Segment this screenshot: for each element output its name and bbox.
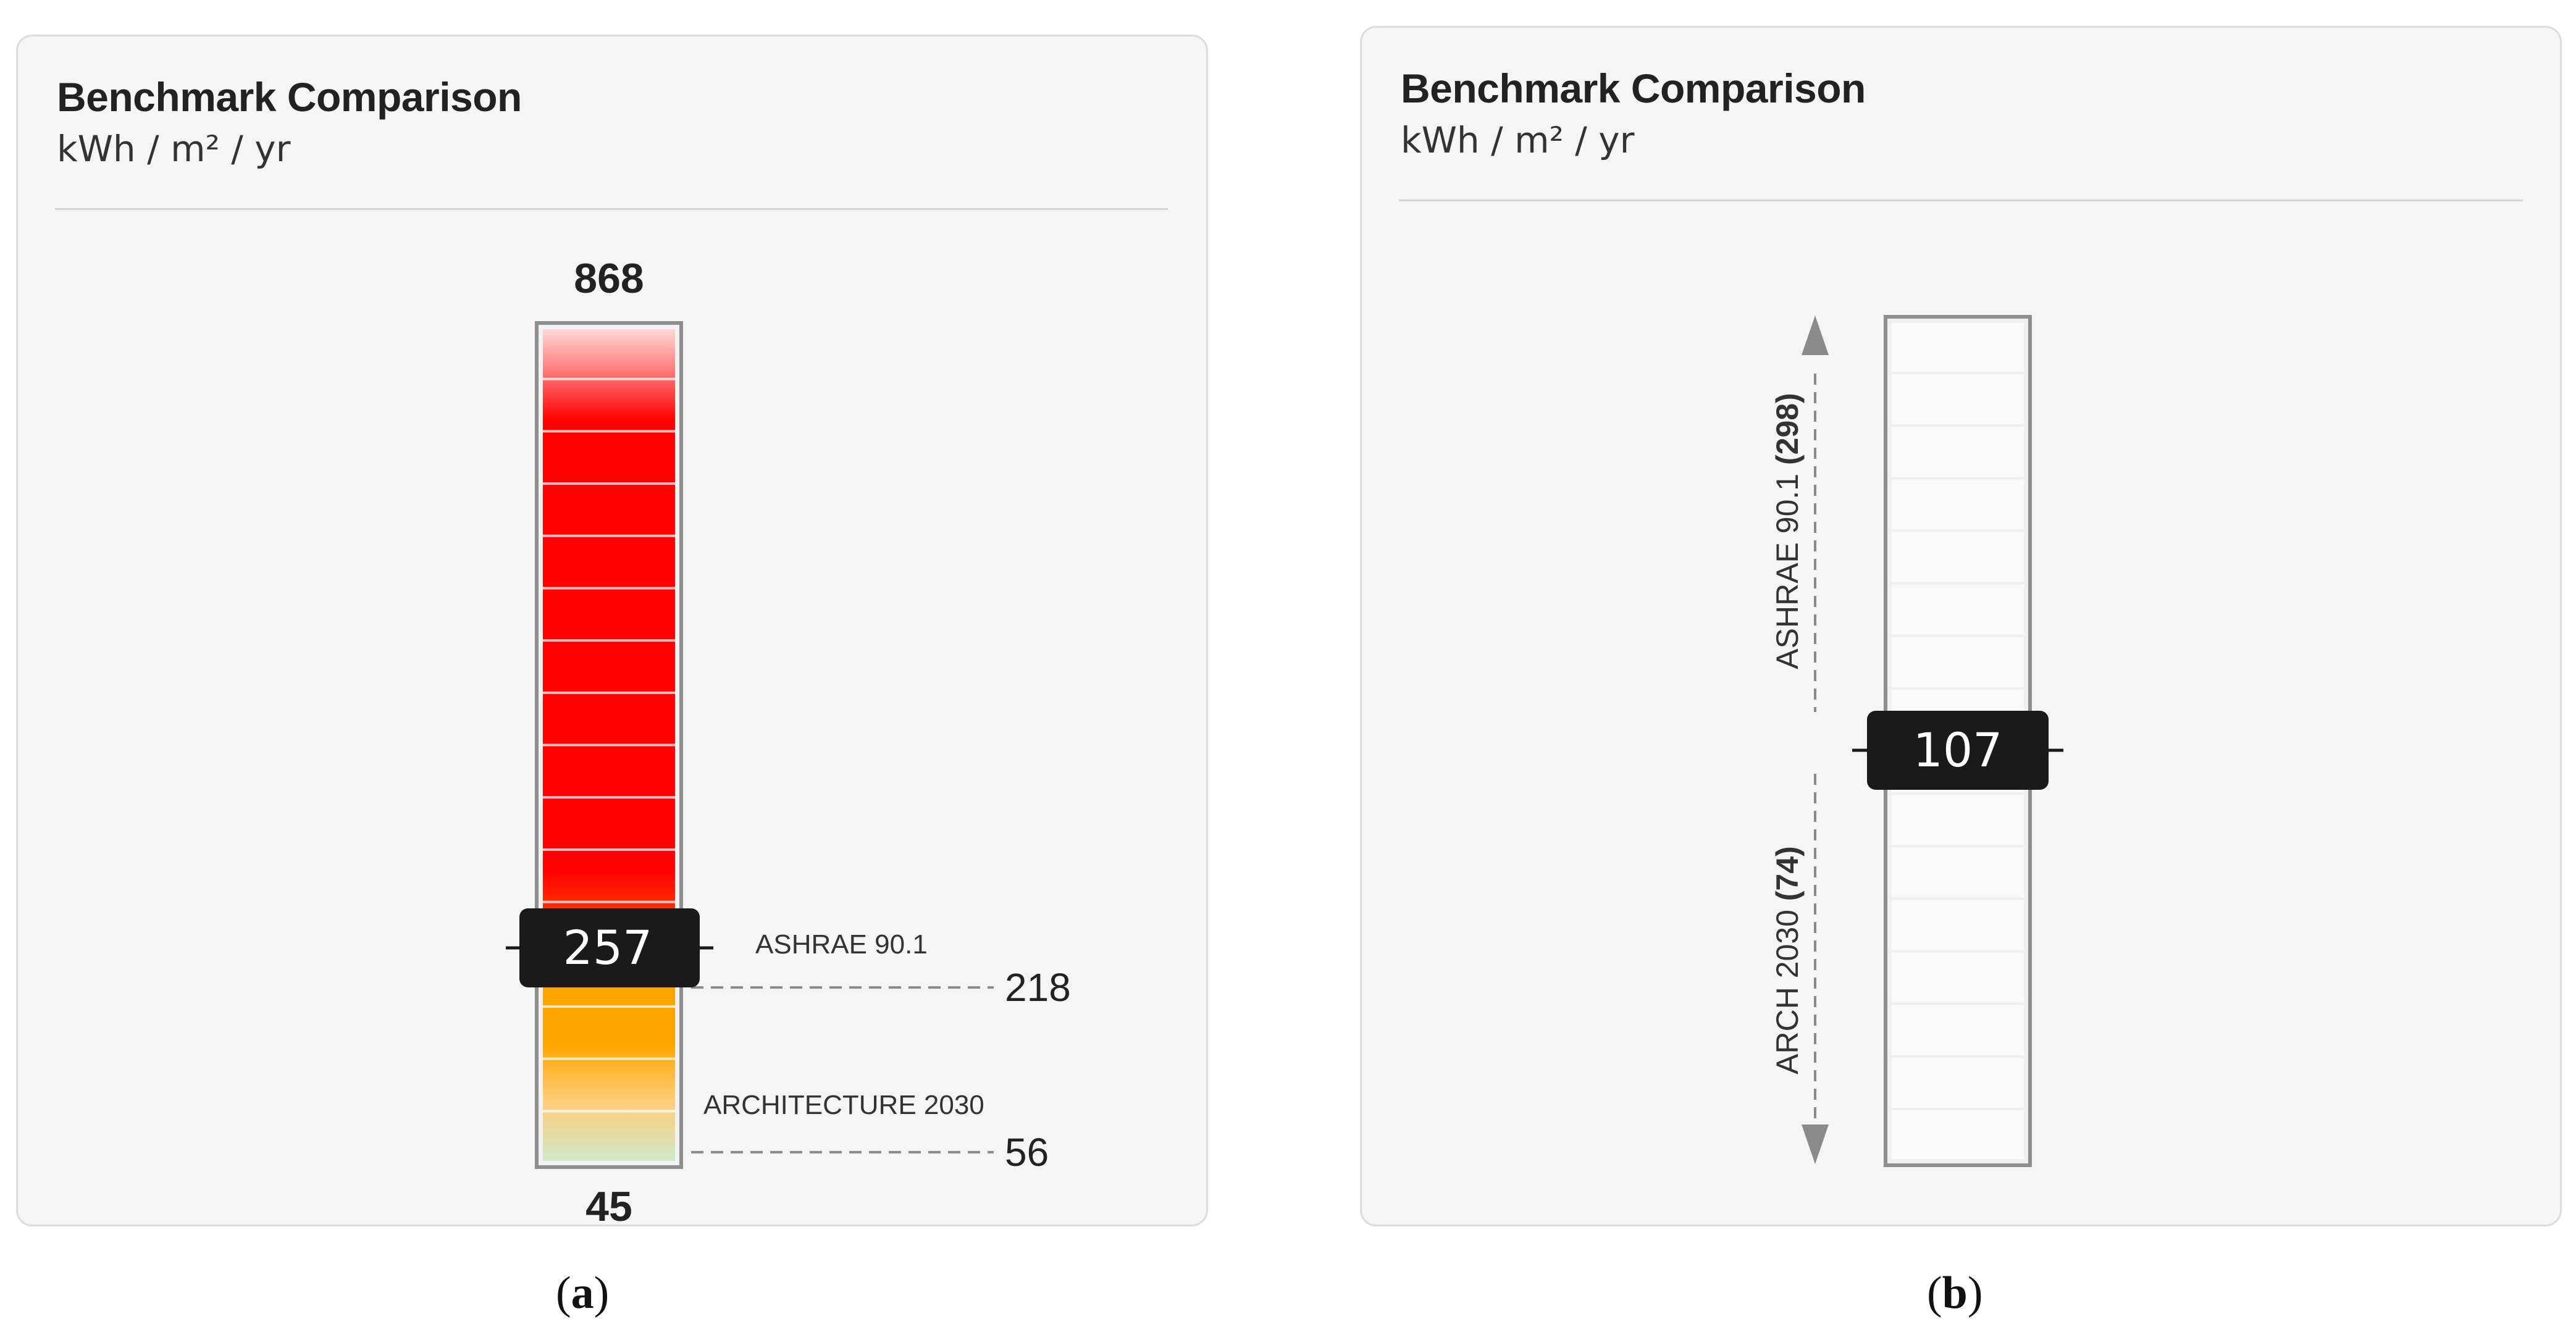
benchmark-name: ARCHITECTURE 2030	[703, 1090, 984, 1120]
current-value-marker	[1867, 711, 2049, 790]
benchmark-gauge-b: ASHRAE 90.1 (298) ARCH 2030 (74) 107	[1770, 315, 2063, 1167]
caption-b: (b)	[1927, 1268, 1983, 1318]
benchmark-name: ARCH 2030	[1770, 901, 1805, 1074]
benchmark-value: (298)	[1770, 393, 1805, 465]
benchmark-value: 218	[1005, 965, 1071, 1010]
current-value-label: 257	[563, 920, 652, 975]
chart-title: Benchmark Comparison	[57, 74, 522, 120]
chart-title: Benchmark Comparison	[1401, 65, 1866, 111]
caption-a: (a)	[556, 1268, 610, 1318]
arrow-down-icon	[1802, 1124, 1829, 1164]
benchmark-label: ARCH 2030 (74)	[1770, 846, 1805, 1074]
benchmark-name: ASHRAE 90.1	[1770, 465, 1805, 669]
chart-unit: kWh / m² / yr	[1401, 119, 1635, 161]
benchmark-value: 56	[1005, 1130, 1049, 1175]
current-value-label: 107	[1913, 722, 2002, 777]
current-value-marker	[519, 908, 700, 987]
benchmark-value: (74)	[1770, 846, 1805, 901]
chart-unit: kWh / m² / yr	[57, 128, 291, 170]
benchmark-label: ASHRAE 90.1 (298)	[1770, 393, 1805, 669]
caption-letter: b	[1942, 1268, 1968, 1318]
divider	[1399, 199, 2523, 201]
benchmark-gauge-a: 868 45 ASHRAE 90.1 218 ARCHITECTURE 2030 56 25…	[506, 255, 1071, 1226]
caption-letter: a	[571, 1268, 594, 1318]
panel-a: Benchmark Comparison kWh / m² / yr 868 45…	[16, 35, 1208, 1226]
divider	[55, 208, 1168, 210]
panel-b: Benchmark Comparison kWh / m² / yr ASHRA…	[1360, 26, 2562, 1226]
arrow-up-icon	[1802, 316, 1829, 355]
scale-max-label: 868	[574, 255, 644, 302]
scale-min-label: 45	[585, 1183, 632, 1226]
benchmark-name: ASHRAE 90.1	[755, 929, 928, 960]
